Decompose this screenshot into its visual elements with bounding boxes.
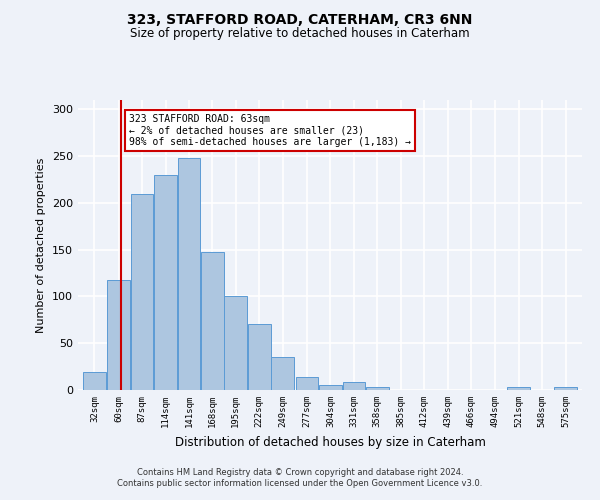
Bar: [319, 386, 342, 390]
Bar: [343, 382, 365, 390]
Text: 323, STAFFORD ROAD, CATERHAM, CR3 6NN: 323, STAFFORD ROAD, CATERHAM, CR3 6NN: [127, 12, 473, 26]
Bar: [366, 387, 389, 390]
Bar: [554, 387, 577, 390]
Y-axis label: Number of detached properties: Number of detached properties: [37, 158, 46, 332]
Bar: [271, 358, 294, 390]
Text: 323 STAFFORD ROAD: 63sqm
← 2% of detached houses are smaller (23)
98% of semi-de: 323 STAFFORD ROAD: 63sqm ← 2% of detache…: [129, 114, 411, 147]
Bar: [107, 280, 130, 390]
Bar: [224, 296, 247, 390]
Bar: [201, 252, 224, 390]
Bar: [83, 372, 106, 390]
Text: Distribution of detached houses by size in Caterham: Distribution of detached houses by size …: [175, 436, 485, 449]
Bar: [248, 324, 271, 390]
Text: Contains HM Land Registry data © Crown copyright and database right 2024.: Contains HM Land Registry data © Crown c…: [137, 468, 463, 477]
Bar: [131, 194, 154, 390]
Bar: [154, 175, 177, 390]
Bar: [508, 387, 530, 390]
Text: Size of property relative to detached houses in Caterham: Size of property relative to detached ho…: [130, 28, 470, 40]
Bar: [178, 158, 200, 390]
Bar: [296, 377, 319, 390]
Text: Contains public sector information licensed under the Open Government Licence v3: Contains public sector information licen…: [118, 480, 482, 488]
